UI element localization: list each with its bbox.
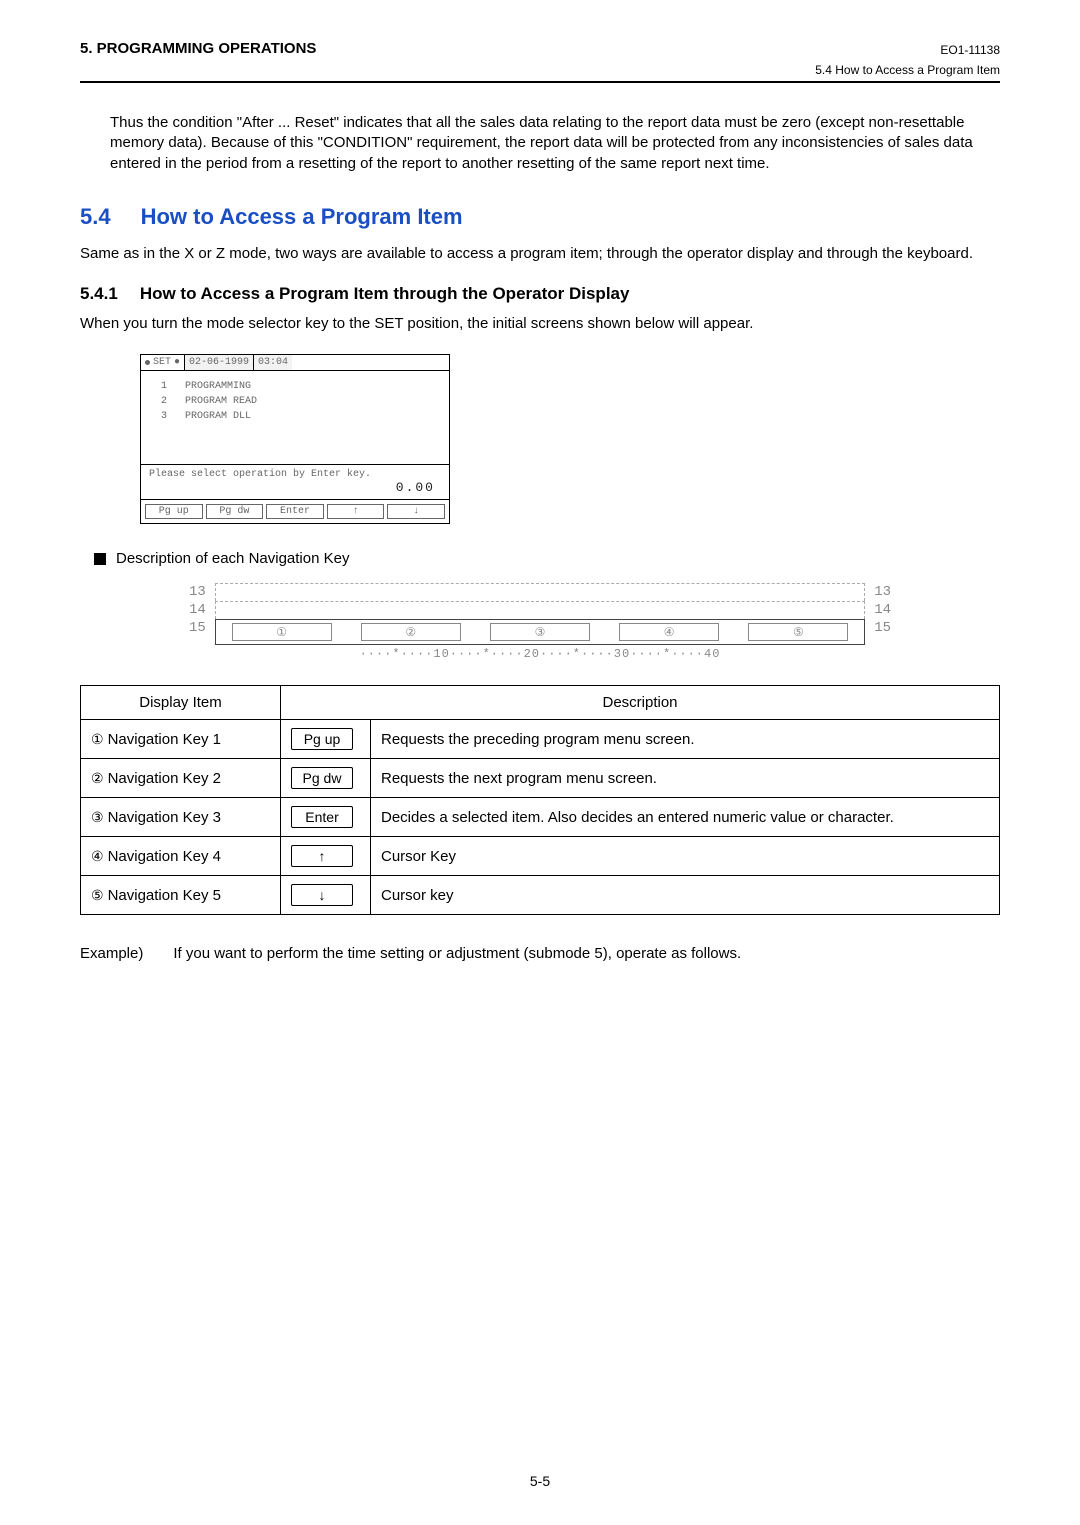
terminal-time: 03:04 [254,355,292,370]
table-desc: Requests the next program menu screen. [371,759,1000,798]
header-subtitle: 5.4 How to Access a Program Item [80,63,1000,77]
table-header-item: Display Item [81,686,281,720]
example-text: If you want to perform the time setting … [173,945,741,962]
table-row: ②Navigation Key 2 Pg dw Requests the nex… [81,759,1000,798]
diagram-ruler-dots: ····*····10····*····20····*····30····*··… [215,647,865,661]
diagram-key-4: ④ [619,623,719,641]
terminal-screenshot: SET● 02-06-1999 03:04 1PROGRAMMING 2PROG… [140,354,450,524]
example-label: Example) [80,945,143,962]
table-header-desc: Description [281,686,1000,720]
square-bullet-icon [94,553,106,565]
key-label-pgdw: Pg dw [291,767,353,789]
table-desc: Decides a selected item. Also decides an… [371,798,1000,837]
table-desc: Cursor Key [371,837,1000,876]
page-number: 5-5 [0,1473,1080,1489]
terminal-btn-up[interactable]: ↑ [327,504,385,519]
diagram-key-1: ① [232,623,332,641]
table-row: ①Navigation Key 1 Pg up Requests the pre… [81,720,1000,759]
table-row: ⑤Navigation Key 5 ↓ Cursor key [81,876,1000,915]
diagram-key-2: ② [361,623,461,641]
nav-key-table: Display Item Description ①Navigation Key… [80,685,1000,915]
diagram-key-5: ⑤ [748,623,848,641]
terminal-mode-badge: SET● [141,355,185,370]
nav-key-diagram: 13 14 15 13 14 15 ① ② ③ ④ ⑤ ····*····10·… [215,583,865,661]
terminal-menu: 1PROGRAMMING 2PROGRAM READ 3PROGRAM DLL [141,371,449,464]
key-label-pgup: Pg up [291,728,353,750]
header-rule [80,81,1000,83]
terminal-value: 0.00 [149,480,441,495]
section-body: Same as in the X or Z mode, two ways are… [80,244,1000,264]
key-label-up: ↑ [291,845,353,867]
document-id: EO1-11138 [940,43,1000,57]
key-label-down: ↓ [291,884,353,906]
intro-paragraph: Thus the condition "After ... Reset" ind… [110,113,1000,174]
terminal-btn-pgup[interactable]: Pg up [145,504,203,519]
terminal-date: 02-06-1999 [185,355,254,370]
terminal-btn-enter[interactable]: Enter [266,504,324,519]
table-row: ③Navigation Key 3 Enter Decides a select… [81,798,1000,837]
subsection-number: 5.4.1 [80,284,118,304]
terminal-btn-pgdw[interactable]: Pg dw [206,504,264,519]
nav-key-heading: Description of each Navigation Key [116,550,349,567]
terminal-btn-down[interactable]: ↓ [387,504,445,519]
table-row: ④Navigation Key 4 ↑ Cursor Key [81,837,1000,876]
subsection-title: How to Access a Program Item through the… [140,284,630,304]
terminal-message: Please select operation by Enter key. [149,469,441,480]
subsection-body: When you turn the mode selector key to t… [80,314,1000,334]
section-title: How to Access a Program Item [141,204,463,230]
section-number: 5.4 [80,204,111,230]
chapter-heading: 5. PROGRAMMING OPERATIONS [80,40,316,57]
key-label-enter: Enter [291,806,353,828]
table-desc: Requests the preceding program menu scre… [371,720,1000,759]
table-desc: Cursor key [371,876,1000,915]
diagram-key-3: ③ [490,623,590,641]
